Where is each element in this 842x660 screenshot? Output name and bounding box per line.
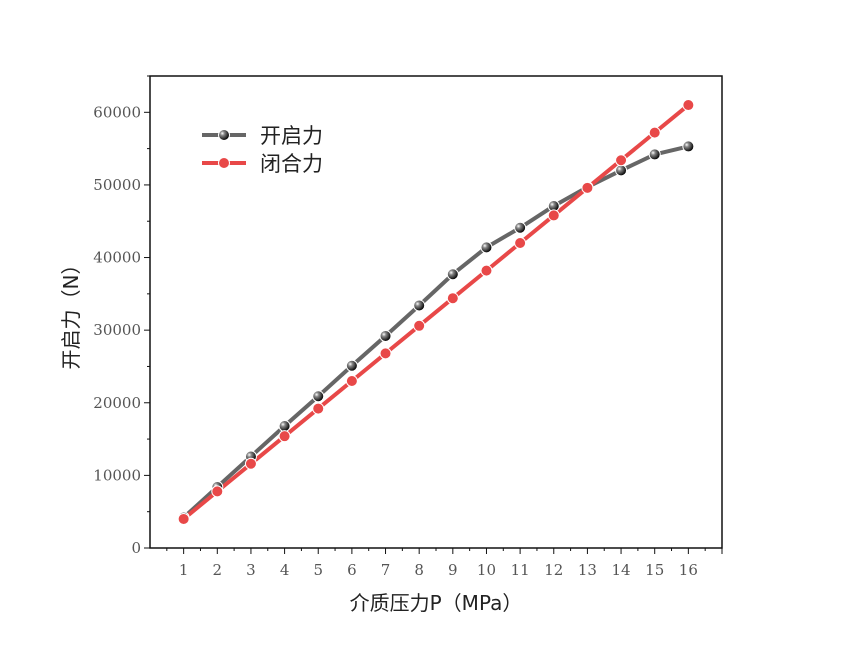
- series-2-point: [615, 154, 628, 167]
- series-1-point: [514, 221, 527, 234]
- series-line-1: [182, 144, 689, 519]
- x-tick-label: 1: [179, 561, 189, 579]
- y-axis-label: 开启力（N）: [59, 255, 83, 370]
- series-2-point: [514, 237, 527, 250]
- x-tick-label: 5: [313, 561, 323, 579]
- legend-marker-2: [218, 157, 230, 169]
- series-1-point: [345, 359, 358, 372]
- legend-label-2: 闭合力: [260, 152, 323, 176]
- series-1-point: [615, 164, 628, 177]
- series-2-point: [345, 374, 358, 387]
- x-tick-label: 16: [679, 561, 698, 579]
- series-line-2: [182, 103, 690, 521]
- x-tick-label: 3: [246, 561, 256, 579]
- y-tick-label: 50000: [93, 176, 141, 194]
- x-tick-label: 2: [213, 561, 223, 579]
- y-tick-label: 10000: [93, 466, 141, 484]
- x-tick-label: 14: [612, 561, 631, 579]
- series-2-point: [547, 209, 560, 222]
- series-2-point: [682, 99, 695, 112]
- legend-marker-1: [218, 129, 230, 141]
- series-1-point: [379, 329, 392, 342]
- x-tick-label: 13: [578, 561, 597, 579]
- series-1-point: [312, 390, 325, 403]
- series-2-point: [211, 485, 224, 498]
- x-tick-label: 7: [381, 561, 391, 579]
- series-1-point: [648, 148, 661, 161]
- y-tick-label: 40000: [93, 249, 141, 267]
- x-tick-label: 10: [477, 561, 496, 579]
- legend-label-1: 开启力: [260, 124, 323, 148]
- y-tick-label: 60000: [93, 103, 141, 121]
- series-2-point: [312, 402, 325, 415]
- series-1-point: [446, 268, 459, 281]
- series-1-point: [480, 241, 493, 254]
- series-1-point: [413, 299, 426, 312]
- y-tick-label: 30000: [93, 321, 141, 339]
- series-2-point: [244, 457, 257, 470]
- y-tick-label: 0: [131, 539, 141, 557]
- x-tick-label: 6: [347, 561, 357, 579]
- x-tick-label: 8: [414, 561, 424, 579]
- series-1-point: [682, 140, 695, 153]
- x-tick-label: 4: [280, 561, 290, 579]
- series-1-point: [278, 420, 291, 433]
- series-2-point: [480, 264, 493, 277]
- series-2-point: [177, 512, 190, 525]
- x-tick-label: 11: [511, 561, 530, 579]
- x-tick-label: 15: [645, 561, 664, 579]
- series-2-point: [581, 181, 594, 194]
- series-2-point: [278, 430, 291, 443]
- y-tick-label: 20000: [93, 394, 141, 412]
- series-2-point: [648, 126, 661, 139]
- x-axis-label: 介质压力P（MPa）: [350, 591, 523, 615]
- x-tick-label: 9: [448, 561, 458, 579]
- series-2-point: [379, 347, 392, 360]
- series-2-point: [446, 292, 459, 305]
- series-2-point: [413, 319, 426, 332]
- x-tick-label: 12: [544, 561, 563, 579]
